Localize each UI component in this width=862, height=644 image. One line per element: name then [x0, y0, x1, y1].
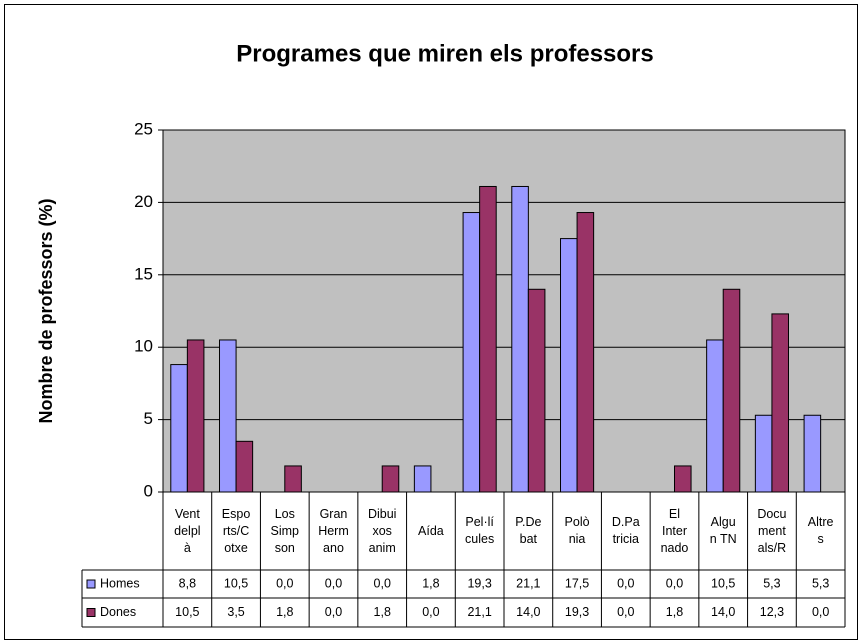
- table-value: 1,8: [666, 605, 683, 619]
- bar: [771, 313, 789, 493]
- table-value: 14,0: [516, 605, 540, 619]
- legend-label: Homes: [100, 576, 140, 590]
- table-value: 0,0: [325, 576, 342, 590]
- table-value: 21,1: [467, 605, 491, 619]
- y-tick-label: 20: [134, 192, 153, 211]
- bar: [576, 212, 595, 493]
- category-label: Algu n TN: [709, 515, 737, 546]
- category-label: Vent delpl à: [174, 506, 201, 555]
- category-label: Polò nia: [564, 515, 590, 546]
- table-value: 21,1: [516, 576, 540, 590]
- y-tick-label: 10: [134, 337, 153, 356]
- legend-key: [86, 608, 96, 617]
- table-value: 19,3: [467, 576, 491, 590]
- bar: [511, 185, 529, 493]
- y-tick-label: 5: [144, 409, 153, 428]
- bar: [235, 440, 254, 493]
- plot-area: [163, 130, 845, 492]
- table-value: 0,0: [374, 576, 391, 590]
- table-value: 5,3: [763, 576, 780, 590]
- category-label: P.De bat: [515, 515, 542, 546]
- table-value: 1,8: [276, 605, 293, 619]
- category-label: Pel·lí cules: [465, 515, 495, 546]
- bar: [170, 364, 188, 493]
- table-value: 10,5: [224, 576, 248, 590]
- y-tick-label: 0: [144, 481, 153, 500]
- bar: [706, 339, 724, 493]
- bar: [284, 465, 302, 493]
- table-value: 10,5: [175, 605, 199, 619]
- category-label: Aída: [418, 523, 444, 538]
- chart-title: Programes que miren els professors: [236, 40, 654, 67]
- bar: [219, 339, 237, 493]
- category-label: D.Pa tricia: [611, 515, 640, 546]
- table-value: 0,0: [422, 605, 439, 619]
- table-value: 5,3: [812, 576, 829, 590]
- category-label: Dibui xos anim: [367, 506, 397, 555]
- bar: [186, 339, 205, 493]
- category-label: Espo rts/C otxe: [221, 506, 251, 555]
- bar: [479, 185, 497, 493]
- table-value: 10,5: [711, 576, 735, 590]
- category-label: El Inter nado: [660, 506, 689, 555]
- bar: [803, 414, 822, 493]
- y-tick-label: 25: [134, 119, 153, 138]
- table-value: 0,0: [617, 576, 634, 590]
- table-value: 0,0: [276, 576, 293, 590]
- table-value: 0,0: [666, 576, 683, 590]
- legend-label: Dones: [100, 605, 136, 619]
- bar: [527, 288, 546, 493]
- category-label: Gran Herm ano: [318, 506, 349, 555]
- table-value: 17,5: [565, 576, 589, 590]
- category-label: Los Simp son: [270, 506, 300, 555]
- table-value: 8,8: [179, 576, 196, 590]
- category-label: Docu ment als/R: [757, 506, 787, 555]
- y-tick-label: 15: [134, 264, 153, 283]
- table-value: 12,3: [760, 605, 784, 619]
- table-value: 14,0: [711, 605, 735, 619]
- table-value: 19,3: [565, 605, 589, 619]
- bar: [754, 414, 773, 493]
- bar: [381, 465, 400, 493]
- bar: [413, 465, 432, 493]
- category-label: Altre s: [807, 515, 834, 546]
- bar: [560, 238, 578, 493]
- table-value: 1,8: [422, 576, 439, 590]
- table-value: 0,0: [617, 605, 634, 619]
- bar: [722, 288, 741, 493]
- bar: [674, 465, 692, 493]
- legend-key: [86, 579, 96, 589]
- table-value: 1,8: [374, 605, 391, 619]
- table-value: 0,0: [325, 605, 342, 619]
- table-value: 0,0: [812, 605, 829, 619]
- bar: [462, 212, 481, 493]
- y-axis-label: Nombre de professors (%): [36, 198, 56, 423]
- table-value: 3,5: [227, 605, 244, 619]
